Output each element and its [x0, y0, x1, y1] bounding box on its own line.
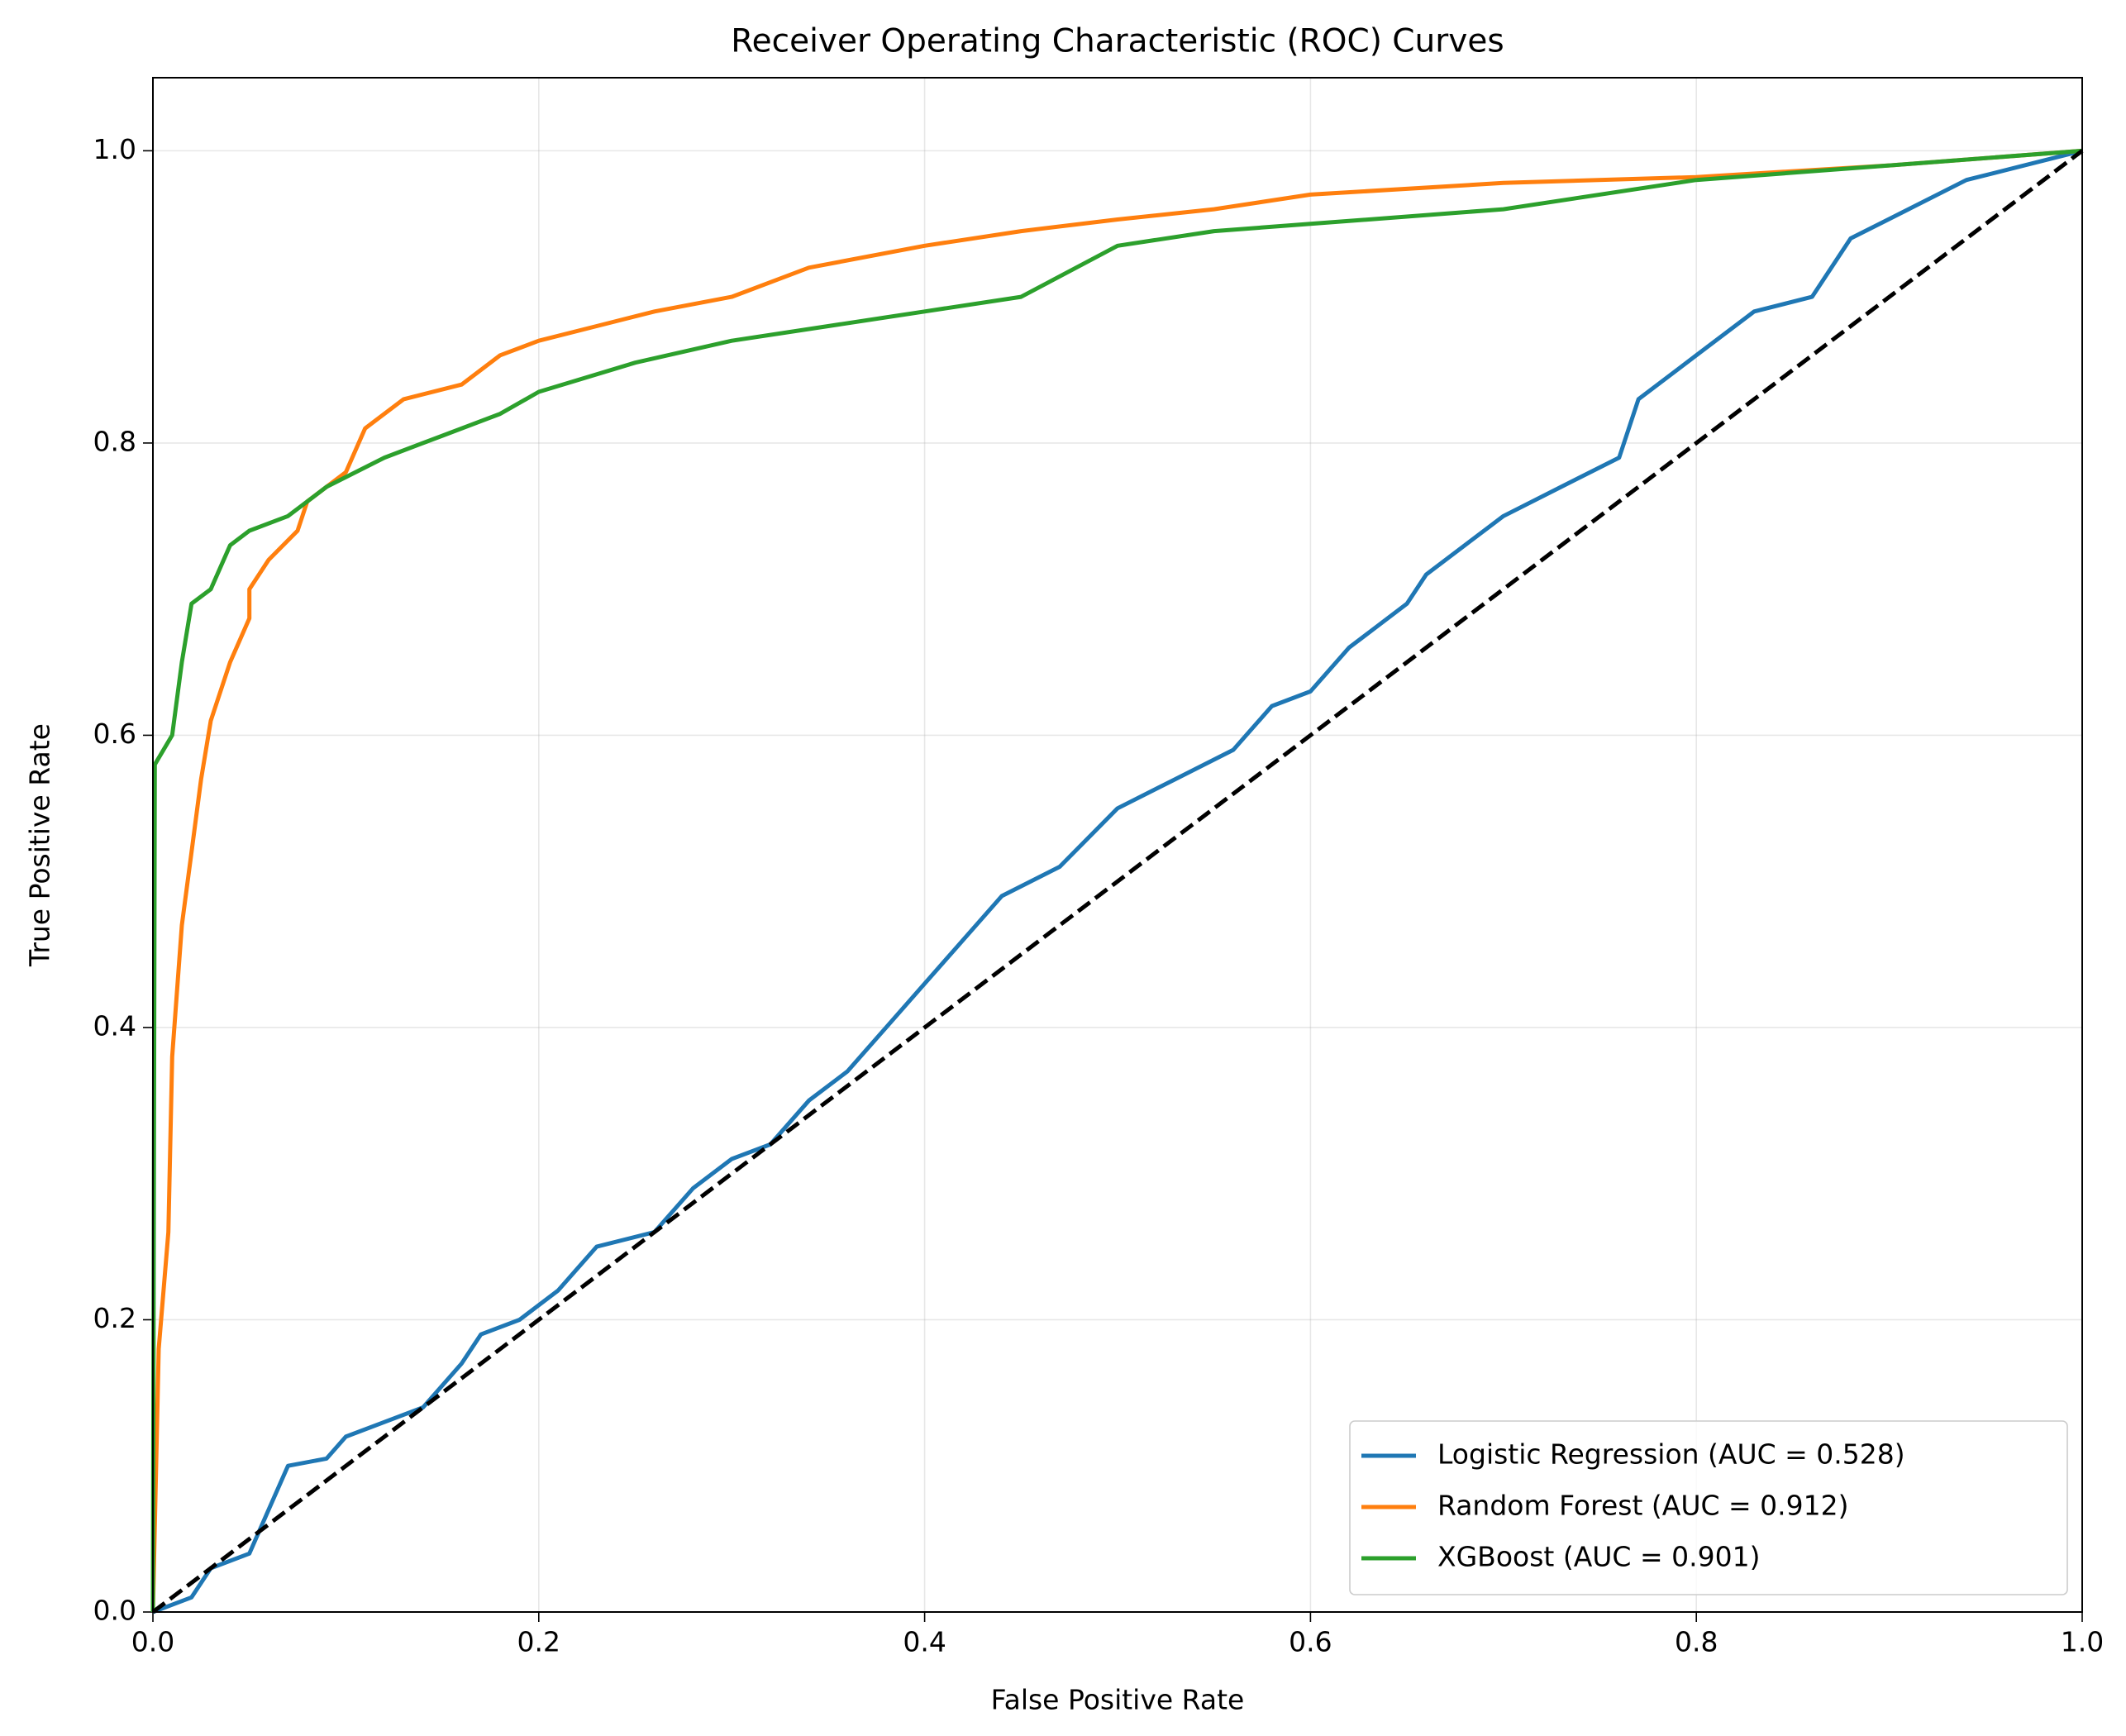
- legend-label: Logistic Regression (AUC = 0.528): [1437, 1438, 1905, 1471]
- chart-title: Receiver Operating Characteristic (ROC) …: [731, 23, 1504, 60]
- x-tick-label: 0.2: [517, 1626, 560, 1658]
- y-axis-label: True Positive Rate: [24, 723, 56, 967]
- legend-box: [1349, 1420, 2068, 1595]
- y-tick-label: 0.2: [93, 1302, 136, 1334]
- x-tick-label: 0.4: [903, 1626, 946, 1658]
- y-tick-label: 0.6: [93, 718, 136, 750]
- series-line: [150, 148, 2083, 1613]
- y-tick-label: 0.8: [93, 425, 136, 457]
- series-line: [150, 148, 2083, 1613]
- legend-label: Random Forest (AUC = 0.912): [1437, 1490, 1849, 1522]
- x-tick-label: 0.0: [131, 1626, 174, 1658]
- plot-frame: [152, 77, 2083, 1613]
- series-line: [152, 148, 2083, 1614]
- reference-line: [151, 149, 2084, 1614]
- x-tick-label: 1.0: [2061, 1626, 2104, 1658]
- y-tick-label: 1.0: [93, 133, 136, 165]
- y-tick-label: 0.4: [93, 1009, 136, 1042]
- y-tick-label: 0.0: [93, 1595, 136, 1627]
- x-tick-label: 0.6: [1289, 1626, 1332, 1658]
- x-tick-label: 0.8: [1675, 1626, 1718, 1658]
- x-axis-label: False Positive Rate: [991, 1684, 1245, 1716]
- legend-label: XGBoost (AUC = 0.901): [1437, 1541, 1760, 1573]
